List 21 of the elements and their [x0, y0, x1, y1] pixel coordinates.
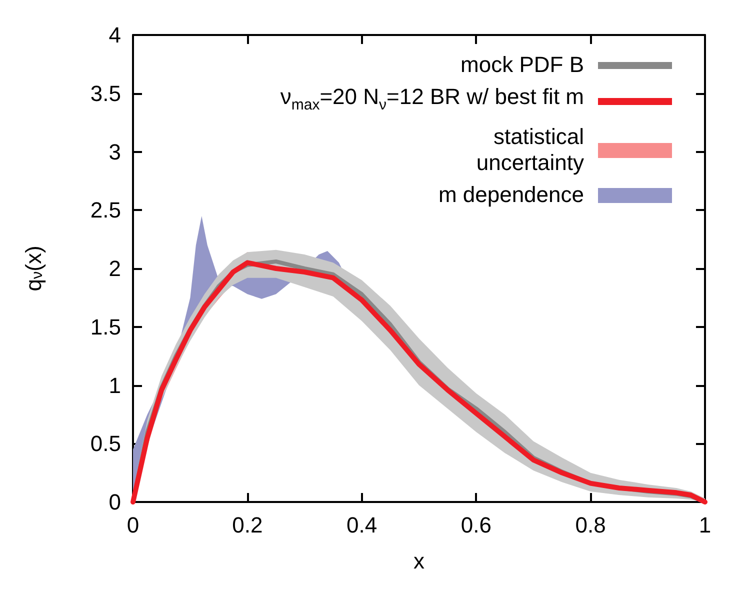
y-tick-label: 3.5: [90, 80, 121, 106]
x-tick-label: 0.4: [346, 512, 378, 538]
y-tick-label: 2.5: [90, 198, 121, 223]
legend-label: mock PDF B: [460, 52, 584, 78]
y-tick-label: 4: [108, 22, 121, 48]
x-tick-label: 0.2: [232, 512, 263, 538]
legend-label: statistical uncertainty: [475, 124, 584, 176]
y-tick-label: 1: [108, 372, 121, 398]
y-tick-label: 0: [108, 490, 121, 514]
legend-label: ν$_{max}$=20 N$_{ν}$=12 BR w/ best fit m: [280, 84, 584, 116]
x-axis-title: x: [414, 548, 424, 574]
x-tick-label: 0.8: [575, 512, 606, 538]
y-tick-label: 0.5: [90, 431, 121, 456]
legend-label: m dependence: [438, 182, 584, 208]
x-tick-label: 0.6: [460, 512, 492, 538]
y-axis-title: qν(x): [21, 246, 46, 292]
y-tick-label: 1.5: [90, 314, 121, 340]
y-tick-label: 2: [108, 256, 121, 281]
x-tick-label: 0: [126, 512, 140, 538]
x-tick-label: 1: [698, 512, 712, 538]
y-tick-label: 3: [108, 139, 121, 164]
